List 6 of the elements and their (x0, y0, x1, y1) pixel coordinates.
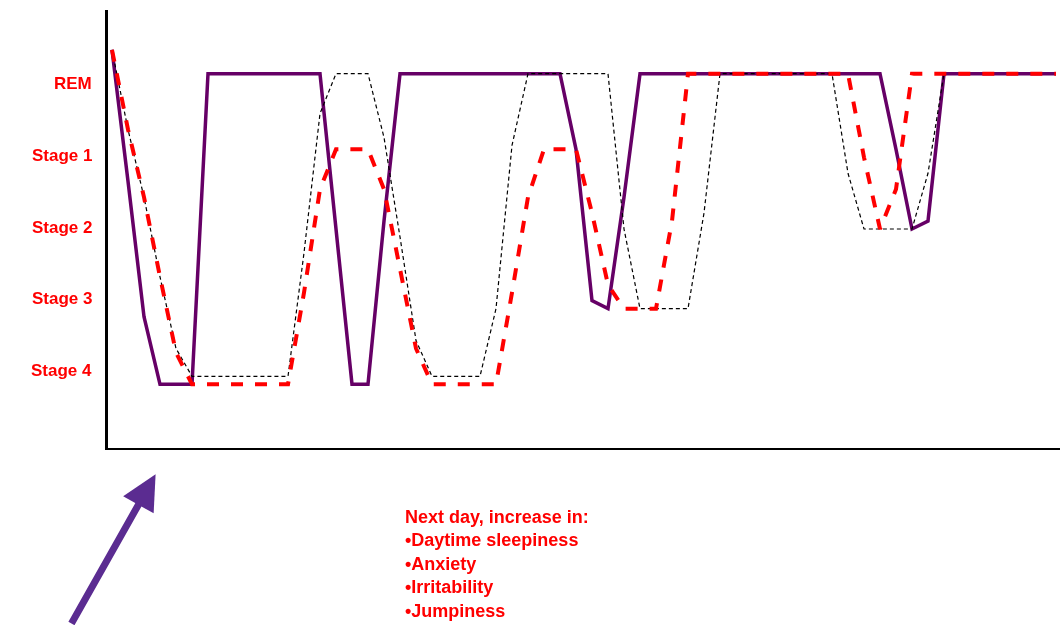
text: Stage 1 (32, 146, 93, 165)
text: Stage 4 (31, 361, 93, 380)
text: Next day, increase in: •Daytime sleepiness •Anxiety •Irritability •Jumpiness (405, 507, 589, 621)
text: REM (54, 74, 92, 93)
text: Stage 3 (32, 289, 93, 308)
text: Stage 2 (32, 218, 93, 237)
